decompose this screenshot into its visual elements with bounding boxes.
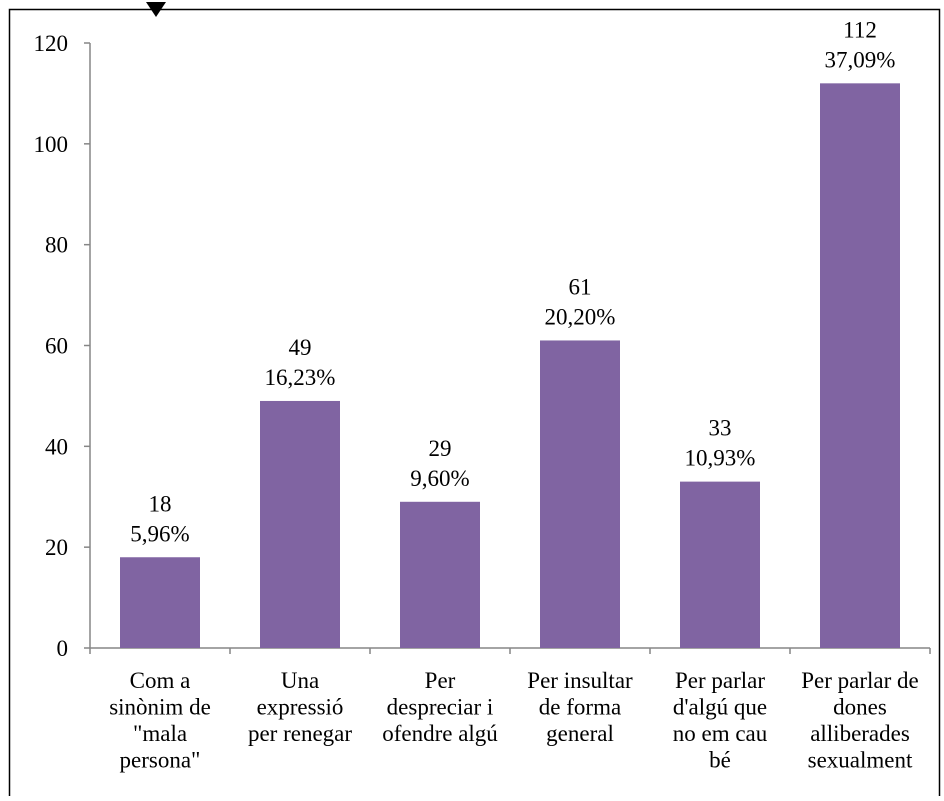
bar	[680, 481, 760, 648]
x-category-label: Una expressió per renegar	[248, 668, 352, 746]
data-label-percent: 5,96%	[130, 521, 189, 546]
y-tick-label: 0	[57, 636, 69, 661]
x-category-label-line: despreciar i	[387, 695, 494, 720]
x-category-label-line: ofendre algú	[382, 721, 498, 746]
x-category-label: Per parlar de dones alliberades sexualment	[801, 668, 919, 773]
x-category-label-line: "mala	[133, 721, 187, 746]
data-label-value: 29	[429, 436, 452, 461]
bar	[540, 340, 620, 648]
x-category-label: Com a sinònim de "mala persona"	[109, 668, 211, 773]
x-category-label-line: de forma	[539, 695, 621, 720]
data-label-percent: 9,60%	[410, 466, 469, 491]
x-category-label-line: sexualment	[808, 748, 913, 773]
x-category-label-line: per renegar	[248, 721, 352, 746]
x-category-label: Per parlar d'algú que no em cau bé	[673, 668, 768, 773]
pointer-triangle-icon	[146, 2, 166, 17]
x-category-label-line: Per	[425, 668, 456, 693]
data-label-percent: 10,93%	[685, 446, 756, 471]
x-category-label-line: Una	[281, 668, 319, 693]
x-category-label: Per insultar de forma general	[527, 668, 633, 746]
bar	[260, 400, 340, 648]
x-category-label-line: general	[546, 721, 614, 746]
x-category-label-line: Per insultar	[527, 668, 633, 693]
data-label-percent: 20,20%	[545, 304, 616, 329]
y-tick-label: 20	[45, 535, 68, 560]
y-tick-label: 120	[34, 31, 69, 56]
x-category-label: Per despreciar i ofendre algú	[382, 668, 498, 746]
x-category-label-line: persona"	[120, 748, 201, 773]
x-category-label-line: no em cau	[673, 721, 768, 746]
y-tick-label: 80	[45, 233, 68, 258]
x-category-label-line: Com a	[130, 668, 191, 693]
y-tick-label: 40	[45, 434, 68, 459]
x-category-label-line: Per parlar de	[801, 668, 919, 693]
data-label-value: 33	[709, 416, 732, 441]
y-tick-label: 60	[45, 334, 68, 359]
data-label-percent: 37,09%	[825, 47, 896, 72]
data-label-value: 61	[569, 274, 592, 299]
x-category-label-line: d'algú que	[673, 695, 767, 720]
bar	[820, 83, 900, 649]
chart-frame	[8, 8, 941, 801]
data-label-value: 112	[843, 17, 877, 42]
x-category-label-line: Per parlar	[675, 668, 765, 693]
x-category-label-line: sinònim de	[109, 695, 211, 720]
x-category-label-line: alliberades	[810, 721, 910, 746]
bar	[400, 501, 480, 648]
bar	[120, 557, 200, 648]
x-category-label-line: bé	[709, 748, 731, 773]
y-tick-label: 100	[34, 132, 69, 157]
data-label-percent: 16,23%	[265, 365, 336, 390]
data-label-value: 49	[289, 335, 312, 360]
data-label-value: 18	[149, 491, 172, 516]
x-category-label-line: dones	[833, 695, 887, 720]
x-category-label-line: expressió	[257, 695, 344, 720]
